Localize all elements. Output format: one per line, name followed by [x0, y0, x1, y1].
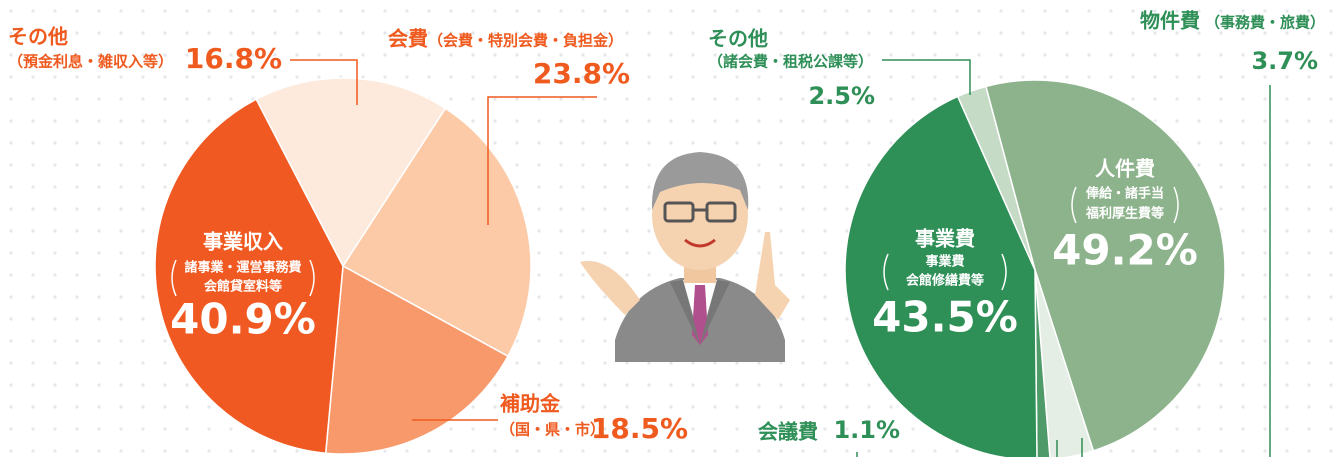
- pie-slice: [341, 107, 532, 358]
- bracket: [171, 259, 177, 297]
- bracket: [309, 259, 315, 297]
- sublabel: （事務費・旅費）: [1205, 14, 1325, 32]
- sublabel: （国・県・市）: [500, 421, 605, 439]
- value-label: 43.5%: [872, 293, 1018, 342]
- sublabel: 会館修繕費等: [906, 273, 984, 289]
- person-illustration: [580, 152, 790, 362]
- value-label: 18.5%: [591, 412, 688, 445]
- bracket: [883, 253, 889, 291]
- sublabel: 諸事業・運営事務費: [184, 260, 301, 276]
- bracket: [1071, 186, 1077, 224]
- sublabel: （会費・特別会費・負担金）: [428, 32, 623, 50]
- bracket: [1001, 253, 1007, 291]
- sublabel: 事業費: [925, 254, 964, 270]
- value-label: 3.7%: [1251, 47, 1318, 75]
- value-label: 1.1%: [833, 416, 900, 444]
- category-label: 事業収入: [203, 230, 283, 254]
- sublabel: 福利厚生費等: [1085, 206, 1164, 222]
- value-label: 2.5%: [808, 82, 875, 110]
- leader-line: [882, 59, 971, 95]
- pie-slice: [255, 77, 447, 268]
- pie-slice: [1034, 269, 1051, 457]
- pie-slice: [844, 95, 1038, 457]
- category-label: 事業費: [915, 227, 975, 251]
- value-label: 40.9%: [170, 295, 316, 344]
- value-label: 49.2%: [1052, 226, 1198, 275]
- bracket: [1173, 186, 1179, 224]
- category-label: 人件費: [1095, 157, 1155, 181]
- pie-slice: [956, 85, 1036, 271]
- category-label: 会費: [388, 27, 428, 51]
- sublabel: 会館貸室料等: [204, 279, 282, 295]
- category-label: 会議費: [758, 420, 818, 444]
- pie-slice: [984, 79, 1226, 452]
- sublabel: 俸給・諸手当: [1085, 186, 1164, 202]
- category-label: 補助金: [499, 392, 561, 416]
- value-label: 16.8%: [185, 42, 282, 75]
- pie-slice: [1034, 269, 1095, 457]
- leader-line: [487, 96, 597, 225]
- leader-line: [290, 59, 358, 105]
- pie-slice: [324, 264, 509, 455]
- sublabel: （預金利息・雑収入等）: [8, 53, 173, 71]
- value-label: 23.8%: [533, 57, 630, 90]
- category-label: その他: [8, 25, 68, 49]
- sublabel: （諸会費・租税公課等）: [708, 53, 873, 71]
- pie-slice: [154, 98, 344, 455]
- category-label: その他: [708, 27, 768, 51]
- category-label: 物件費: [1140, 9, 1200, 33]
